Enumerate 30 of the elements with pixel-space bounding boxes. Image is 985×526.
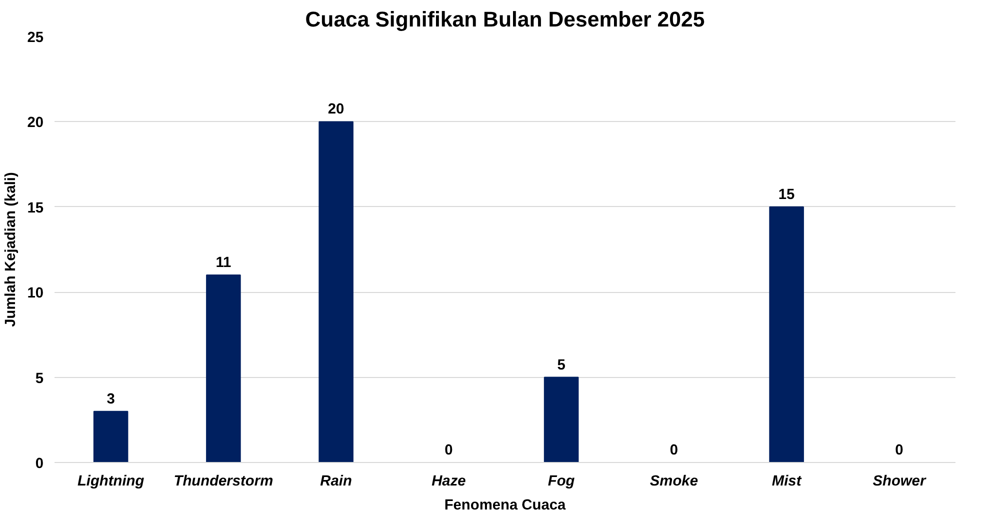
data-label: 15 bbox=[778, 186, 795, 203]
x-axis-title: Fenomena Cuaca bbox=[444, 498, 567, 514]
x-tick-label: Rain bbox=[320, 474, 352, 490]
x-tick-label: Lightning bbox=[77, 474, 144, 490]
y-axis-title: Jumlah Kejadian (kali) bbox=[3, 172, 20, 327]
data-label: 5 bbox=[557, 357, 566, 374]
bar bbox=[769, 206, 804, 462]
bar bbox=[318, 121, 354, 462]
y-tick-label: 5 bbox=[35, 370, 44, 387]
data-label: 0 bbox=[670, 442, 678, 458]
data-label: 0 bbox=[444, 442, 453, 458]
y-tick-label: 0 bbox=[35, 456, 44, 472]
data-label: 3 bbox=[106, 391, 115, 408]
x-tick-label: Shower bbox=[872, 474, 927, 490]
y-tick-label: 15 bbox=[27, 200, 44, 216]
x-tick-label: Fog bbox=[548, 474, 575, 490]
y-tick-label: 20 bbox=[27, 115, 44, 132]
x-tick-label: Smoke bbox=[650, 474, 698, 490]
y-tick-label: 10 bbox=[27, 286, 44, 302]
data-label: 11 bbox=[216, 255, 232, 272]
x-tick-label: Mist bbox=[772, 474, 802, 490]
x-tick-label: Haze bbox=[432, 474, 466, 490]
data-label: 20 bbox=[328, 102, 344, 118]
chart-title: Cuaca Signifikan Bulan Desember 2025 bbox=[305, 8, 705, 32]
bar bbox=[93, 410, 128, 462]
bar bbox=[544, 376, 579, 462]
y-tick-label: 25 bbox=[27, 30, 44, 46]
data-label: 0 bbox=[895, 442, 904, 458]
x-tick-label: Thunderstorm bbox=[174, 474, 274, 490]
bar bbox=[206, 274, 241, 462]
